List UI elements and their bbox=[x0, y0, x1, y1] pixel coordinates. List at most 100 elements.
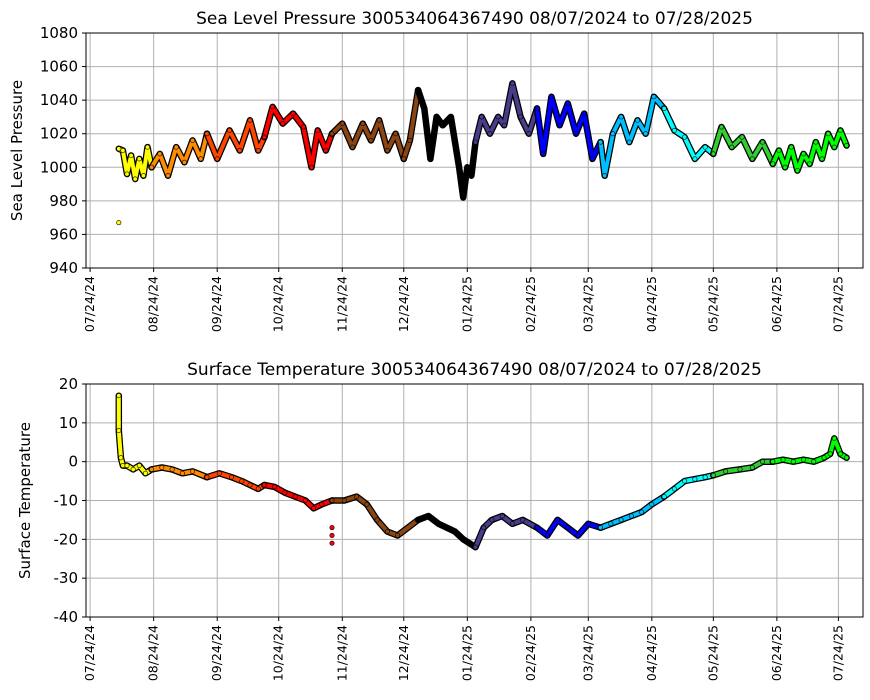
data-point bbox=[120, 463, 126, 469]
data-point bbox=[407, 137, 413, 143]
outlier-point bbox=[329, 525, 335, 531]
y-tick-label: 1060 bbox=[40, 58, 78, 76]
data-point bbox=[368, 137, 374, 143]
data-point bbox=[602, 173, 608, 179]
y-tick-label: -30 bbox=[54, 569, 79, 587]
data-point bbox=[557, 122, 563, 128]
y-tick-label: -10 bbox=[54, 492, 79, 510]
data-point bbox=[460, 536, 466, 542]
data-point bbox=[302, 497, 308, 503]
data-point bbox=[229, 474, 235, 480]
data-point bbox=[760, 459, 766, 465]
x-tick-label: 04/24/25 bbox=[644, 276, 659, 332]
data-point bbox=[181, 159, 187, 165]
data-point bbox=[136, 463, 142, 469]
data-point bbox=[548, 94, 554, 100]
data-point bbox=[190, 137, 196, 143]
data-point bbox=[661, 106, 667, 112]
data-point bbox=[495, 114, 501, 120]
x-tick-label: 07/24/25 bbox=[830, 625, 845, 681]
outlier-point bbox=[329, 532, 335, 538]
x-tick-label: 11/24/24 bbox=[334, 625, 349, 681]
x-tick-label: 07/24/24 bbox=[82, 276, 97, 332]
y-axis-label: Sea Level Pressure bbox=[8, 80, 26, 221]
x-tick-label: 08/24/24 bbox=[146, 276, 161, 332]
data-point bbox=[311, 505, 317, 511]
x-tick-label: 07/24/24 bbox=[82, 625, 97, 681]
data-point bbox=[831, 435, 837, 441]
data-point bbox=[643, 131, 649, 137]
data-point bbox=[456, 164, 462, 170]
data-point bbox=[376, 117, 382, 123]
data-point bbox=[499, 513, 505, 519]
data-point bbox=[124, 171, 130, 177]
data-point bbox=[384, 529, 390, 535]
data-point bbox=[639, 509, 645, 515]
data-point bbox=[628, 513, 634, 519]
data-point bbox=[272, 484, 278, 490]
data-point bbox=[323, 148, 329, 154]
y-axis-label: Surface Temperature bbox=[16, 422, 34, 579]
data-point bbox=[292, 494, 298, 500]
data-point bbox=[452, 529, 458, 535]
data-point bbox=[661, 494, 667, 500]
data-point bbox=[534, 525, 540, 531]
data-point bbox=[401, 156, 407, 162]
data-point bbox=[415, 517, 421, 523]
x-tick-label: 03/24/25 bbox=[580, 625, 595, 681]
y-tick-label: 0 bbox=[68, 453, 78, 471]
chart-title: Sea Level Pressure 300534064367490 08/07… bbox=[196, 9, 753, 29]
data-point bbox=[315, 127, 321, 133]
y-tick-label: 1020 bbox=[40, 125, 78, 143]
data-point bbox=[132, 176, 138, 182]
data-point bbox=[214, 156, 220, 162]
data-point bbox=[671, 127, 677, 133]
data-point bbox=[360, 121, 366, 127]
data-point bbox=[526, 131, 532, 137]
data-series bbox=[205, 118, 267, 161]
y-tick-label: 1000 bbox=[40, 158, 78, 176]
data-series bbox=[770, 436, 849, 464]
data-point bbox=[682, 134, 688, 140]
data-point bbox=[723, 468, 729, 474]
data-point bbox=[749, 156, 755, 162]
data-point bbox=[813, 139, 819, 145]
data-point bbox=[159, 464, 165, 470]
data-point bbox=[520, 517, 526, 523]
data-point bbox=[598, 525, 604, 531]
data-point bbox=[729, 144, 735, 150]
data-point bbox=[130, 466, 136, 472]
x-tick-label: 01/24/25 bbox=[459, 276, 474, 332]
data-point bbox=[124, 463, 130, 469]
data-point bbox=[807, 161, 813, 167]
data-point bbox=[540, 151, 546, 157]
data-point bbox=[255, 148, 261, 154]
data-point bbox=[608, 521, 614, 527]
x-tick-label: 01/24/25 bbox=[459, 625, 474, 681]
data-point bbox=[204, 131, 210, 137]
data-point bbox=[801, 151, 807, 157]
data-point bbox=[671, 486, 677, 492]
x-tick-label: 12/24/24 bbox=[396, 625, 411, 681]
x-tick-label: 02/24/25 bbox=[523, 625, 538, 681]
data-point bbox=[811, 459, 817, 465]
data-point bbox=[464, 164, 470, 170]
data-point bbox=[118, 455, 124, 461]
data-point bbox=[479, 114, 485, 120]
data-point bbox=[116, 428, 122, 434]
data-point bbox=[589, 156, 595, 162]
data-point bbox=[227, 127, 233, 133]
data-point bbox=[788, 144, 794, 150]
data-point bbox=[737, 466, 743, 472]
data-point bbox=[354, 494, 360, 500]
data-point bbox=[801, 457, 807, 463]
data-point bbox=[719, 124, 725, 130]
data-point bbox=[436, 521, 442, 527]
data-point bbox=[782, 164, 788, 170]
data-point bbox=[565, 101, 571, 107]
x-tick-label: 07/24/25 bbox=[830, 276, 845, 332]
data-point bbox=[179, 470, 185, 476]
data-point bbox=[149, 466, 155, 472]
data-point bbox=[169, 466, 175, 472]
